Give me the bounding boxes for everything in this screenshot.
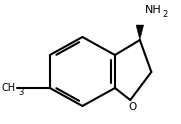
Text: O: O: [128, 102, 136, 112]
Polygon shape: [136, 25, 144, 40]
Text: 2: 2: [162, 10, 167, 19]
Text: CH: CH: [1, 83, 16, 93]
Text: NH: NH: [145, 5, 161, 15]
Text: 3: 3: [18, 88, 23, 97]
